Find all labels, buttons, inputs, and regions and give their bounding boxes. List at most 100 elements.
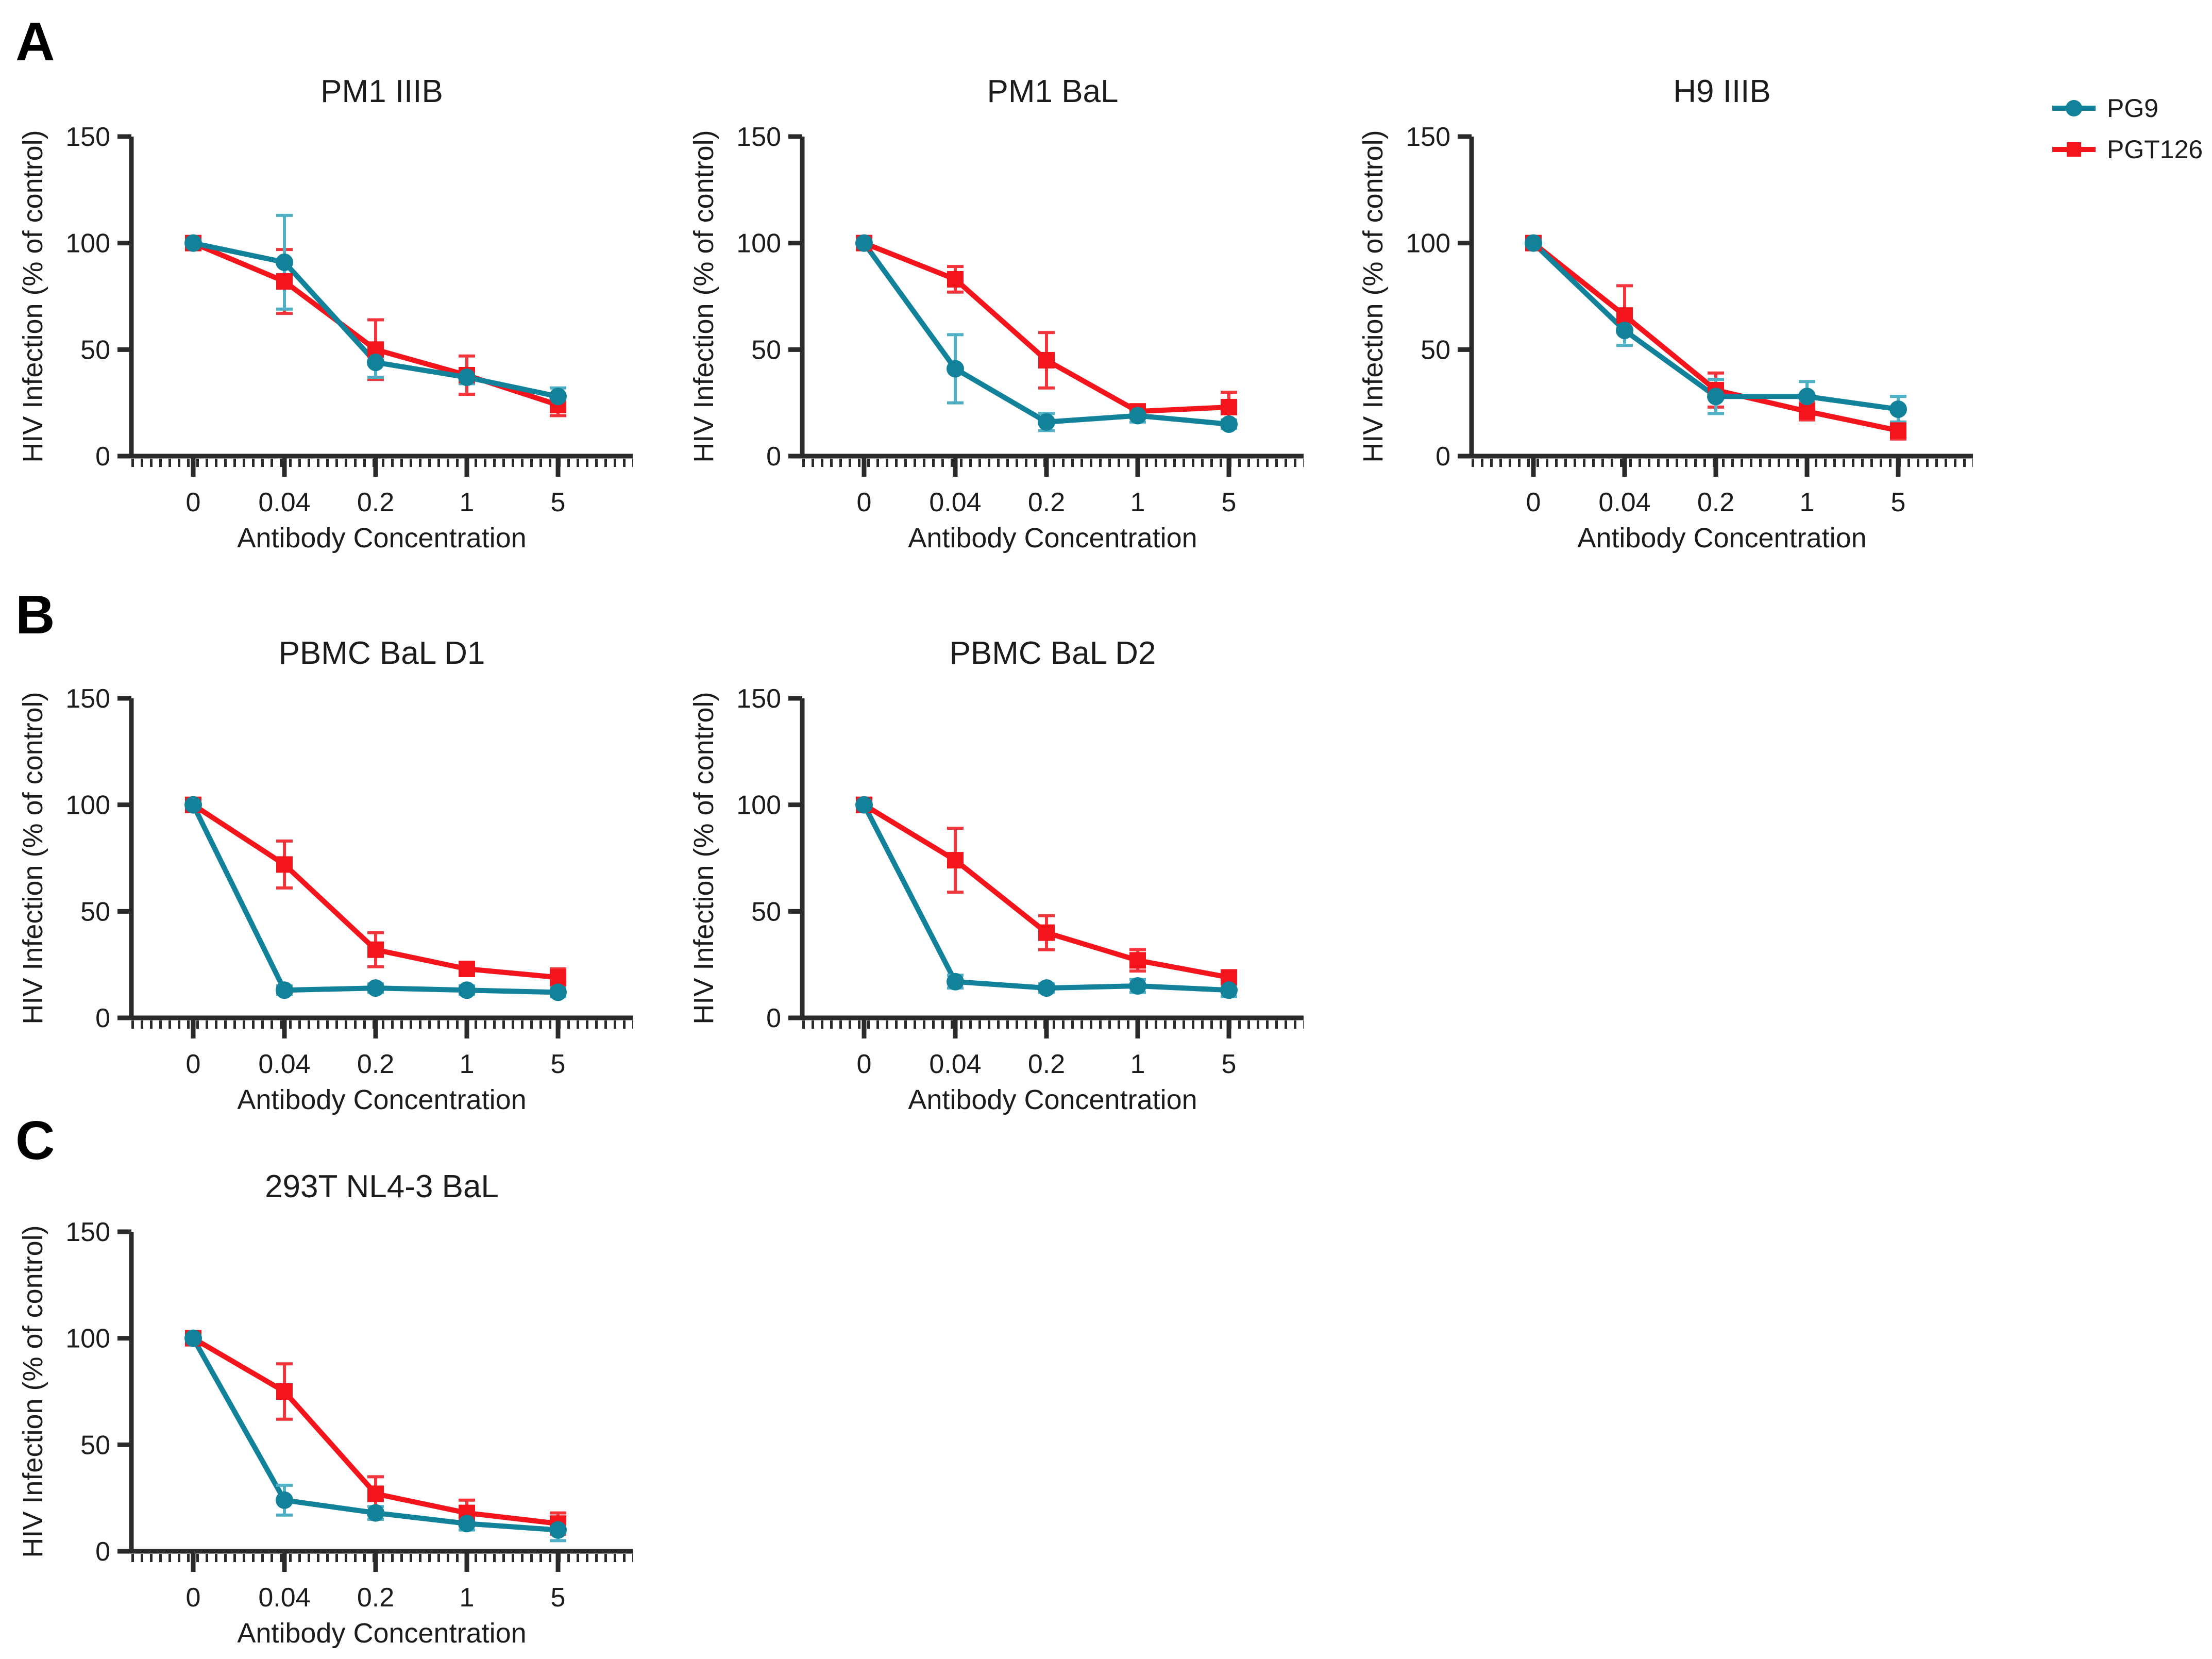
data-point-pgt126: [1616, 307, 1633, 324]
legend-item-pg9: PG9: [2048, 88, 2211, 129]
figure-legend: PG9 PGT126: [2048, 88, 2211, 170]
axis-frame: [129, 1232, 633, 1554]
x-tick-label: 0: [857, 1049, 872, 1079]
chart-title: PM1 IIIB: [320, 74, 443, 109]
pg9-line-circle-icon: [2052, 100, 2096, 116]
y-tick-label: 0: [95, 442, 110, 472]
chart-title: PBMC BaL D1: [279, 635, 485, 671]
y-tick-label: 150: [1406, 122, 1450, 152]
series-line-pgt126: [863, 802, 1229, 980]
x-tick-label: 1: [460, 1583, 475, 1613]
data-point-pg9: [549, 388, 567, 406]
pgt126-line-square-icon: [2052, 142, 2096, 157]
y-tick-label: 50: [751, 335, 781, 365]
x-tick-label: 1: [460, 488, 475, 517]
y-tick-label: 150: [736, 122, 781, 152]
x-axis-label: Antibody Concentration: [908, 523, 1197, 554]
y-tick-label: 0: [1436, 442, 1450, 472]
x-tick-label: 0.2: [1028, 1049, 1065, 1079]
data-point-pgt126: [1038, 352, 1055, 368]
x-tick-label: 0.2: [357, 488, 394, 517]
x-tick-label: 0: [186, 488, 201, 517]
x-tick-label: 0.2: [1697, 488, 1734, 517]
data-point-pg9: [184, 796, 202, 814]
data-point-pg9: [1798, 388, 1816, 406]
x-axis-label: Antibody Concentration: [908, 1084, 1197, 1115]
data-point-pg9: [184, 1329, 202, 1347]
y-tick-label: 150: [65, 1217, 110, 1247]
data-point-pgt126: [276, 273, 293, 290]
panel-label-a: A: [15, 11, 55, 72]
x-tick-label: 1: [1800, 488, 1815, 517]
panel-label-b: B: [15, 584, 55, 645]
data-point-pg9: [1038, 979, 1055, 997]
x-tick-label: 0.2: [1028, 488, 1065, 517]
y-tick-label: 100: [65, 229, 110, 259]
y-axis-label: HIV Infection (% of control): [688, 692, 719, 1024]
y-tick-label: 150: [736, 684, 781, 714]
chart-pm1-bal: PM1 BaL HIV Infection (% of control) 0 50 1 0…: [671, 41, 1310, 557]
data-point-pgt126: [947, 271, 964, 288]
data-point-pg9: [855, 796, 873, 814]
y-tick-label: 50: [751, 897, 781, 927]
data-point-pg9: [458, 981, 476, 999]
x-tick-label: 0.04: [258, 1583, 310, 1613]
y-axis-label: HIV Infection (% of control): [1358, 130, 1389, 462]
x-tick-label: 0.2: [357, 1049, 394, 1079]
legend-label-pgt126: PGT126: [2107, 135, 2203, 164]
data-point-pg9: [947, 360, 964, 378]
y-tick-label: 0: [766, 1003, 781, 1033]
chart-pbmc-bal-d2: PBMC BaL D2 HIV Infection (% of control) 0…: [671, 603, 1310, 1118]
x-tick-label: 0: [857, 488, 872, 517]
y-tick-label: 150: [65, 122, 110, 152]
chart-title: PM1 BaL: [987, 74, 1118, 109]
data-point-pg9: [855, 234, 873, 252]
x-tick-label: 0.04: [1598, 488, 1650, 517]
chart-293t-nl4-3-bal: 293T NL4-3 BaL HIV Infection (% of contro…: [0, 1136, 639, 1652]
x-tick-label: 5: [551, 488, 566, 517]
data-point-pgt126: [276, 1383, 293, 1400]
x-tick-label: 0.04: [258, 488, 310, 517]
panel-label-c: C: [15, 1110, 55, 1171]
chart-h9-iiib: H9 IIIB HIV Infection (% of control) 0 50 10…: [1340, 41, 1979, 557]
x-axis-label: Antibody Concentration: [237, 1084, 526, 1115]
data-point-pg9: [549, 983, 567, 1001]
chart-title: PBMC BaL D2: [950, 635, 1156, 671]
chart-title: H9 IIIB: [1673, 74, 1771, 109]
data-point-pgt126: [276, 856, 293, 873]
data-point-pg9: [367, 1504, 384, 1522]
data-point-pgt126: [550, 969, 566, 986]
data-point-pg9: [1525, 234, 1542, 252]
y-tick-label: 50: [1421, 335, 1450, 365]
y-tick-label: 100: [65, 1324, 110, 1354]
x-axis-label: Antibody Concentration: [1577, 523, 1866, 554]
y-axis-label: HIV Infection (% of control): [18, 692, 48, 1024]
y-tick-label: 0: [95, 1537, 110, 1567]
data-point-pg9: [276, 981, 293, 999]
x-tick-label: 0: [186, 1583, 201, 1613]
data-point-pg9: [947, 973, 964, 991]
y-axis-label: HIV Infection (% of control): [18, 1225, 48, 1557]
x-tick-label: 0.04: [929, 1049, 981, 1079]
y-tick-label: 50: [80, 897, 110, 927]
y-tick-label: 100: [65, 791, 110, 820]
data-point-pg9: [549, 1521, 567, 1539]
data-point-pg9: [367, 979, 384, 997]
data-point-pg9: [1129, 407, 1146, 425]
chart-pm1-iiib: PM1 IIIB HIV Infection (% of control) 0 50 1…: [0, 41, 639, 557]
y-tick-label: 50: [80, 1430, 110, 1460]
series-line-pg9: [862, 803, 1229, 993]
data-point-pg9: [458, 368, 476, 387]
y-tick-label: 0: [95, 1003, 110, 1033]
x-tick-label: 1: [1130, 488, 1145, 517]
legend-label-pg9: PG9: [2107, 94, 2159, 123]
x-tick-label: 5: [551, 1049, 566, 1079]
data-point-pg9: [1889, 400, 1907, 418]
data-point-pgt126: [947, 852, 964, 869]
data-point-pg9: [1707, 388, 1725, 406]
x-tick-label: 1: [460, 1049, 475, 1079]
y-tick-label: 100: [1406, 229, 1450, 259]
y-axis-label: HIV Infection (% of control): [688, 130, 719, 462]
data-point-pg9: [367, 354, 384, 372]
